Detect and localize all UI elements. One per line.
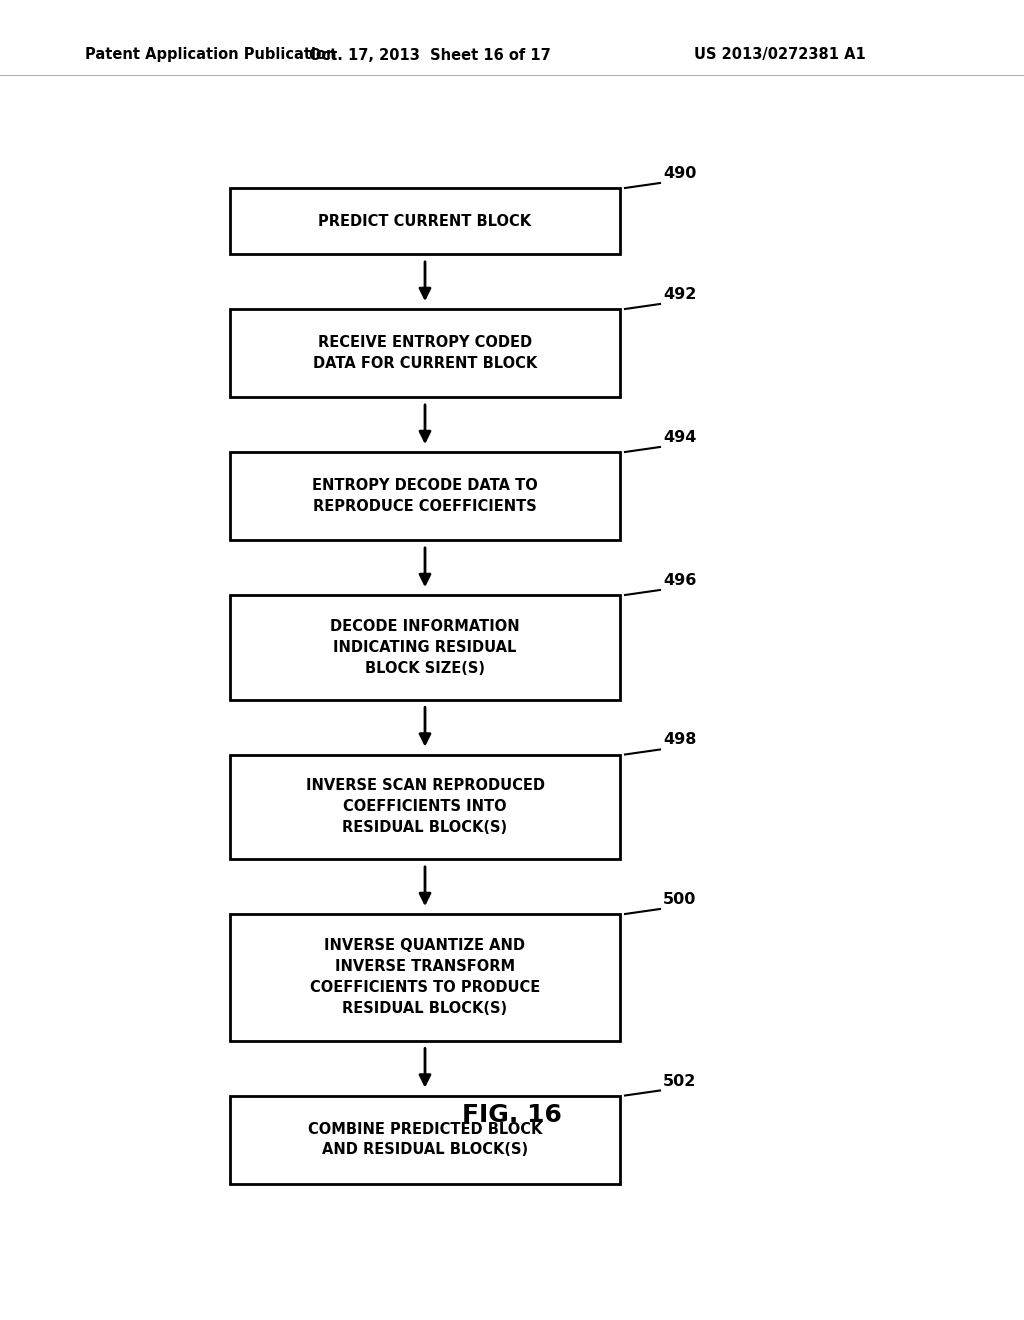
Bar [230,595,620,700]
Text: 502: 502 [663,1073,696,1089]
Text: PREDICT CURRENT BLOCK: PREDICT CURRENT BLOCK [318,214,531,228]
Bar [230,913,620,1040]
Text: 500: 500 [663,892,696,907]
Bar [230,309,620,397]
Text: 494: 494 [663,430,696,445]
Text: RECEIVE ENTROPY CODED
DATA FOR CURRENT BLOCK: RECEIVE ENTROPY CODED DATA FOR CURRENT B… [313,335,538,371]
Text: INVERSE SCAN REPRODUCED
COEFFICIENTS INTO
RESIDUAL BLOCK(S): INVERSE SCAN REPRODUCED COEFFICIENTS INT… [305,779,545,836]
Text: 498: 498 [663,733,696,747]
Bar [230,755,620,859]
Text: 490: 490 [663,166,696,181]
Bar [230,187,620,253]
Text: 496: 496 [663,573,696,587]
Text: INVERSE QUANTIZE AND
INVERSE TRANSFORM
COEFFICIENTS TO PRODUCE
RESIDUAL BLOCK(S): INVERSE QUANTIZE AND INVERSE TRANSFORM C… [310,939,540,1016]
Text: COMBINE PREDICTED BLOCK
AND RESIDUAL BLOCK(S): COMBINE PREDICTED BLOCK AND RESIDUAL BLO… [308,1122,542,1158]
Text: US 2013/0272381 A1: US 2013/0272381 A1 [694,48,866,62]
Text: ENTROPY DECODE DATA TO
REPRODUCE COEFFICIENTS: ENTROPY DECODE DATA TO REPRODUCE COEFFIC… [312,478,538,513]
Bar [230,451,620,540]
Text: DECODE INFORMATION
INDICATING RESIDUAL
BLOCK SIZE(S): DECODE INFORMATION INDICATING RESIDUAL B… [330,619,520,676]
Text: 492: 492 [663,286,696,302]
Text: Patent Application Publication: Patent Application Publication [85,48,337,62]
Bar [230,1096,620,1184]
Text: FIG. 16: FIG. 16 [462,1104,562,1127]
Text: Oct. 17, 2013  Sheet 16 of 17: Oct. 17, 2013 Sheet 16 of 17 [309,48,551,62]
